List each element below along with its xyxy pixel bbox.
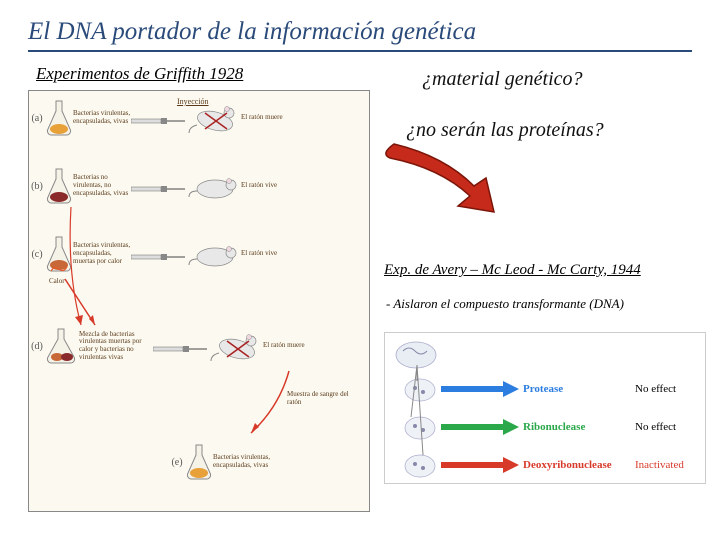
mouse-text-d: El ratón muere: [263, 342, 317, 350]
arrow-icon: [441, 419, 519, 435]
griffith-diagram: Inyección (a) Bacterias virulentas, enca…: [28, 90, 370, 512]
avery-diagram: Protease No effect Ribonuclease No effec…: [384, 332, 706, 484]
blood-arrow-icon: [239, 367, 299, 447]
flask-e: [185, 443, 213, 481]
avery-subheading: - Aislaron el compuesto transformante (D…: [386, 296, 624, 312]
row-id-d: (d): [29, 341, 45, 352]
branch-lines-icon: [409, 363, 439, 463]
avery-heading: Exp. de Avery – Mc Leod - Mc Carty, 1944: [384, 262, 641, 279]
flask-text-e: Bacterias virulentas, encapsuladas, viva…: [213, 454, 271, 469]
curved-arrow-icon: [374, 136, 514, 226]
mouse-text-b: El ratón vive: [241, 182, 295, 190]
enzyme-result: No effect: [635, 383, 676, 395]
enzyme-name: Deoxyribonuclease: [523, 459, 631, 471]
flask-b: [45, 167, 73, 205]
row-id-e: (e): [169, 457, 185, 468]
flask-text-b: Bacterias no virulentas, no encapsuladas…: [73, 174, 131, 197]
mouse-text-a: El ratón muere: [241, 114, 295, 122]
row-id-c: (c): [29, 249, 45, 260]
mouse-icon: [187, 239, 241, 269]
griffith-subtitle: Experimentos de Griffith 1928: [36, 64, 380, 84]
enzyme-result: Inactivated: [635, 459, 684, 471]
mouse-icon: [209, 331, 263, 361]
blood-sample-label: Muestra de sangre del ratón: [287, 391, 351, 406]
question-material: ¿material genético?: [422, 68, 692, 91]
flask-text-a: Bacterias virulentas, encapsuladas, viva…: [73, 110, 131, 125]
flask-text-d: Mezcla de bacterias virulentas muertas p…: [79, 331, 153, 362]
enzyme-name: Protease: [523, 383, 631, 395]
syringe-icon: [131, 181, 187, 191]
arrow-icon: [441, 381, 519, 397]
right-column: ¿material genético? ¿no serán las proteí…: [392, 64, 692, 512]
enzyme-result: No effect: [635, 421, 676, 433]
row-id-a: (a): [29, 113, 45, 124]
mouse-icon: [187, 103, 241, 133]
syringe-icon: [131, 113, 187, 123]
mix-arrow-left-icon: [65, 203, 95, 333]
syringe-icon: [153, 341, 209, 351]
enzyme-name: Ribonuclease: [523, 421, 631, 433]
slide-title: El DNA portador de la información genéti…: [28, 18, 692, 52]
arrow-icon: [441, 457, 519, 473]
syringe-icon: [131, 249, 187, 259]
flask-a: [45, 99, 73, 137]
griffith-column: Experimentos de Griffith 1928 Inyección …: [28, 64, 380, 512]
mouse-icon: [187, 171, 241, 201]
row-id-b: (b): [29, 181, 45, 192]
mouse-text-c: El ratón vive: [241, 250, 295, 258]
